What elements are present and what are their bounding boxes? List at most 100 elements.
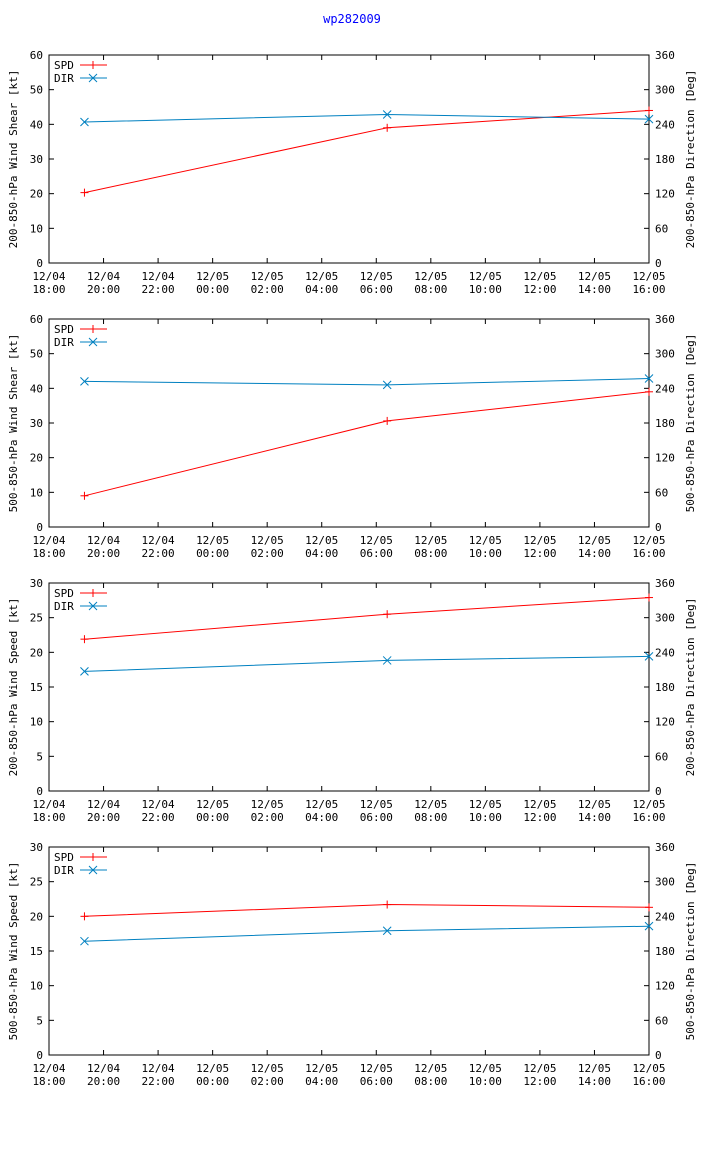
data-point-dir [382,656,392,665]
y-tick-label: 30 [30,577,43,590]
y-tick-label: 0 [36,257,43,270]
x-tick-label-time: 04:00 [305,283,338,296]
x-tick-label-date: 12/05 [414,1062,447,1075]
y2-tick-label: 360 [655,841,675,854]
data-point-dir [80,936,89,946]
legend-label: SPD [54,851,74,864]
y-axis-title: 200-850-hPa Wind Speed [kt] [7,598,20,777]
x-tick-label-date: 12/05 [578,270,611,283]
y2-axis-title: 500-850-hPa Direction [Deg] [684,334,697,513]
y-tick-label: 15 [30,945,43,958]
series-line-spd [84,597,650,640]
x-tick-label-date: 12/04 [32,534,65,547]
x-tick-label-date: 12/05 [414,270,447,283]
series-line-spd [84,391,650,497]
x-tick-label-time: 14:00 [578,283,611,296]
x-tick-label-time: 00:00 [196,811,229,824]
data-point-dir [80,117,89,127]
y-axis-title: 500-850-hPa Wind Shear [kt] [7,334,20,513]
x-tick-label-time: 02:00 [251,283,284,296]
chart-panel-4: 12/0418:0012/0420:0012/0422:0012/0500:00… [7,841,697,1088]
x-tick-label-time: 00:00 [196,1075,229,1088]
x-tick-label-time: 16:00 [632,811,665,824]
x-tick-label-time: 18:00 [32,283,65,296]
x-tick-label-time: 18:00 [32,811,65,824]
y2-axis-title: 200-850-hPa Direction [Deg] [684,70,697,249]
x-tick-label-date: 12/04 [32,798,65,811]
y2-tick-label: 360 [655,49,675,62]
y2-tick-label: 180 [655,417,675,430]
x-tick-label-date: 12/04 [87,270,120,283]
x-tick-label-time: 02:00 [251,1075,284,1088]
y2-axis-title: 500-850-hPa Direction [Deg] [684,862,697,1041]
data-point-dir [644,114,654,124]
legend-label: SPD [54,59,74,72]
x-tick-label-time: 02:00 [251,811,284,824]
x-tick-label-date: 12/05 [360,798,393,811]
data-point-dir [644,921,654,931]
x-tick-label-date: 12/05 [196,534,229,547]
x-tick-label-date: 12/05 [251,534,284,547]
x-tick-label-date: 12/05 [251,270,284,283]
y-tick-label: 30 [30,153,43,166]
x-tick-label-date: 12/05 [469,798,502,811]
x-tick-label-date: 12/05 [632,534,665,547]
y-tick-label: 40 [30,382,43,395]
x-tick-label-time: 18:00 [32,547,65,560]
x-tick-label-date: 12/05 [305,1062,338,1075]
series-line-dir [84,925,650,942]
plot-frame [48,846,650,1056]
y-tick-label: 5 [36,750,43,763]
x-tick-label-time: 14:00 [578,811,611,824]
series-line-dir [84,378,650,386]
data-point-dir [80,667,89,676]
x-tick-label-date: 12/05 [578,798,611,811]
y2-axis-title: 200-850-hPa Direction [Deg] [684,598,697,777]
y2-tick-label: 240 [655,118,675,131]
x-tick-label-time: 00:00 [196,547,229,560]
x-tick-label-time: 20:00 [87,811,120,824]
plot-frame [48,582,650,792]
x-tick-label-time: 20:00 [87,547,120,560]
page-title: wp282009 [323,12,381,26]
y-tick-label: 10 [30,486,43,499]
legend-label: DIR [54,600,74,613]
legend-marker [88,73,98,83]
y2-tick-label: 300 [655,84,675,97]
y2-tick-label: 0 [655,785,662,798]
y2-tick-label: 60 [655,486,668,499]
y-axis-title: 200-850-hPa Wind Shear [kt] [7,70,20,249]
chart-panel-3: 12/0418:0012/0420:0012/0422:0012/0500:00… [7,577,697,824]
data-point-dir [644,374,654,383]
x-tick-label-time: 22:00 [142,283,175,296]
y2-tick-label: 0 [655,1049,662,1062]
x-tick-label-date: 12/05 [469,534,502,547]
y-tick-label: 0 [36,521,43,534]
y-tick-label: 10 [30,716,43,729]
x-tick-label-date: 12/05 [414,798,447,811]
legend-marker [88,601,98,611]
x-tick-label-date: 12/04 [87,534,120,547]
x-tick-label-date: 12/04 [32,270,65,283]
y2-tick-label: 360 [655,313,675,326]
y2-tick-label: 0 [655,521,662,534]
y2-tick-label: 0 [655,257,662,270]
y-tick-label: 20 [30,188,43,201]
y-tick-label: 0 [36,785,43,798]
x-tick-label-time: 16:00 [632,547,665,560]
x-tick-label-date: 12/05 [414,534,447,547]
x-tick-label-date: 12/05 [523,798,556,811]
x-tick-label-time: 04:00 [305,1075,338,1088]
y-tick-label: 25 [30,876,43,889]
y-tick-label: 30 [30,417,43,430]
y-tick-label: 40 [30,118,43,131]
y2-tick-label: 180 [655,945,675,958]
x-tick-label-time: 12:00 [523,283,556,296]
y-tick-label: 50 [30,348,43,361]
x-tick-label-time: 10:00 [469,811,502,824]
x-tick-label-time: 14:00 [578,1075,611,1088]
legend-marker [88,865,98,875]
y2-tick-label: 240 [655,910,675,923]
x-tick-label-time: 04:00 [305,547,338,560]
